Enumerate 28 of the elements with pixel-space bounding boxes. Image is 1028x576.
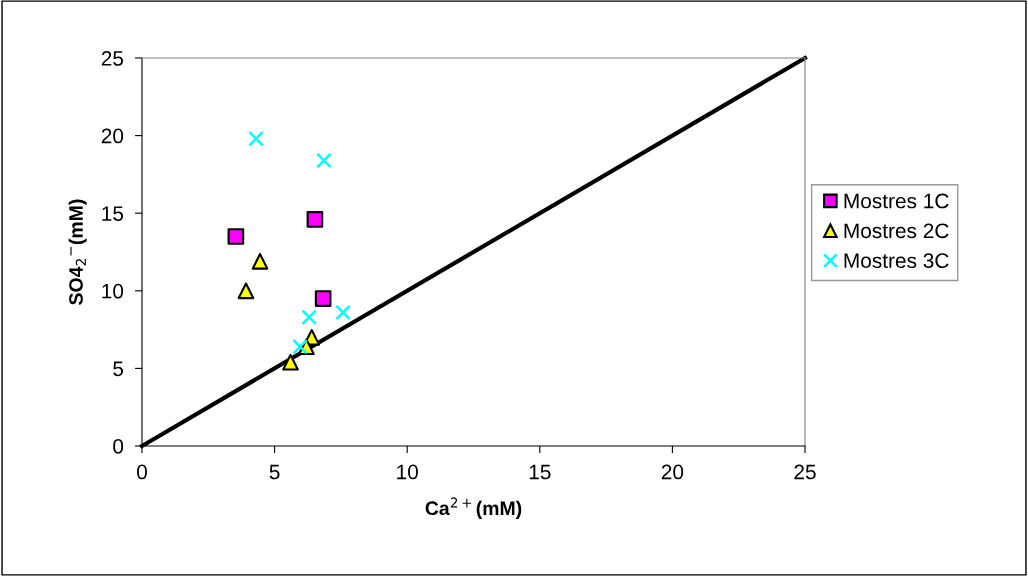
point: [251, 252, 269, 270]
x-tick-label: 10: [397, 464, 418, 480]
point: [316, 152, 332, 169]
x-axis-title: Ca$^{2+}$(mM): [425, 497, 522, 519]
point: [248, 130, 264, 147]
y-tick-label: 5: [113, 361, 124, 377]
point: [282, 353, 299, 371]
x-tick-label: 5: [269, 464, 280, 480]
x-tick-label: 25: [794, 464, 816, 480]
x-tick-label: 20: [661, 464, 684, 480]
y-tick-label: 25: [101, 51, 124, 66]
legend-label: Mostres 3C: [844, 253, 949, 269]
point: [301, 309, 317, 326]
point: [237, 282, 255, 300]
point: [306, 211, 324, 228]
point: [314, 290, 332, 307]
y-tick-label: 0: [113, 439, 124, 454]
y-tick-label: 10: [102, 283, 124, 299]
legend-label: Mostres 1C: [844, 193, 949, 209]
x-tick-label: 15: [529, 464, 551, 480]
y-tick-label: 15: [102, 206, 124, 221]
x-tick-label: 0: [137, 464, 147, 480]
point: [227, 228, 245, 245]
point: [292, 338, 308, 355]
y-tick-label: 20: [101, 128, 124, 144]
point: [335, 304, 351, 321]
legend-label: Mostres 2C: [844, 223, 949, 239]
y-axis-title: SO4$_{2}$$^{−}$(mM): [68, 199, 87, 305]
